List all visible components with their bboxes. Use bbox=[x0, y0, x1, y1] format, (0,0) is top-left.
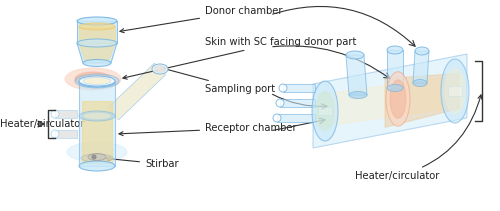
Ellipse shape bbox=[79, 23, 115, 30]
Polygon shape bbox=[82, 101, 112, 163]
Ellipse shape bbox=[75, 74, 119, 88]
Ellipse shape bbox=[279, 84, 287, 92]
Bar bbox=[318, 107, 332, 115]
Text: Sampling port: Sampling port bbox=[162, 67, 275, 94]
Polygon shape bbox=[387, 50, 403, 88]
Polygon shape bbox=[277, 114, 315, 122]
Polygon shape bbox=[79, 82, 115, 166]
Polygon shape bbox=[413, 51, 429, 83]
Polygon shape bbox=[79, 43, 115, 60]
Polygon shape bbox=[283, 84, 315, 92]
Polygon shape bbox=[318, 75, 462, 127]
Ellipse shape bbox=[75, 72, 111, 86]
Ellipse shape bbox=[316, 92, 334, 130]
Text: Stirbar: Stirbar bbox=[106, 157, 178, 169]
Ellipse shape bbox=[276, 99, 284, 107]
Ellipse shape bbox=[81, 154, 113, 162]
Text: Heater/circulator: Heater/circulator bbox=[0, 119, 84, 129]
Ellipse shape bbox=[51, 130, 59, 138]
Ellipse shape bbox=[312, 81, 338, 141]
Polygon shape bbox=[108, 64, 165, 119]
Ellipse shape bbox=[79, 161, 115, 171]
Ellipse shape bbox=[67, 142, 127, 162]
Ellipse shape bbox=[445, 69, 465, 113]
Text: Donor chamber: Donor chamber bbox=[120, 6, 282, 33]
Ellipse shape bbox=[154, 65, 166, 73]
Text: Skin with SC facing donor part: Skin with SC facing donor part bbox=[123, 37, 356, 79]
Ellipse shape bbox=[441, 59, 469, 123]
Ellipse shape bbox=[413, 80, 427, 87]
Ellipse shape bbox=[77, 39, 117, 47]
Polygon shape bbox=[55, 130, 77, 138]
Polygon shape bbox=[77, 43, 117, 63]
Ellipse shape bbox=[79, 76, 115, 86]
Bar bbox=[77, 21, 117, 43]
Ellipse shape bbox=[415, 47, 429, 55]
Ellipse shape bbox=[390, 80, 406, 118]
Ellipse shape bbox=[83, 112, 111, 119]
Ellipse shape bbox=[79, 111, 115, 121]
Ellipse shape bbox=[83, 60, 111, 66]
Ellipse shape bbox=[65, 68, 121, 90]
Ellipse shape bbox=[273, 114, 281, 122]
Polygon shape bbox=[313, 54, 467, 148]
Bar bbox=[448, 86, 462, 96]
Ellipse shape bbox=[83, 77, 111, 84]
Ellipse shape bbox=[386, 72, 410, 126]
Ellipse shape bbox=[152, 64, 168, 74]
Ellipse shape bbox=[92, 155, 96, 159]
Polygon shape bbox=[280, 99, 315, 107]
Polygon shape bbox=[385, 73, 459, 127]
Text: Receptor chamber: Receptor chamber bbox=[119, 123, 296, 136]
Text: Heater/circulator: Heater/circulator bbox=[355, 95, 482, 181]
Ellipse shape bbox=[387, 46, 403, 54]
Ellipse shape bbox=[346, 51, 364, 59]
Bar bbox=[79, 27, 115, 43]
Polygon shape bbox=[346, 55, 367, 95]
Ellipse shape bbox=[51, 110, 59, 118]
Ellipse shape bbox=[79, 77, 115, 87]
Ellipse shape bbox=[77, 17, 117, 25]
Ellipse shape bbox=[387, 84, 403, 92]
Polygon shape bbox=[108, 63, 166, 120]
Polygon shape bbox=[55, 110, 77, 118]
Ellipse shape bbox=[349, 92, 367, 99]
Ellipse shape bbox=[88, 153, 106, 161]
